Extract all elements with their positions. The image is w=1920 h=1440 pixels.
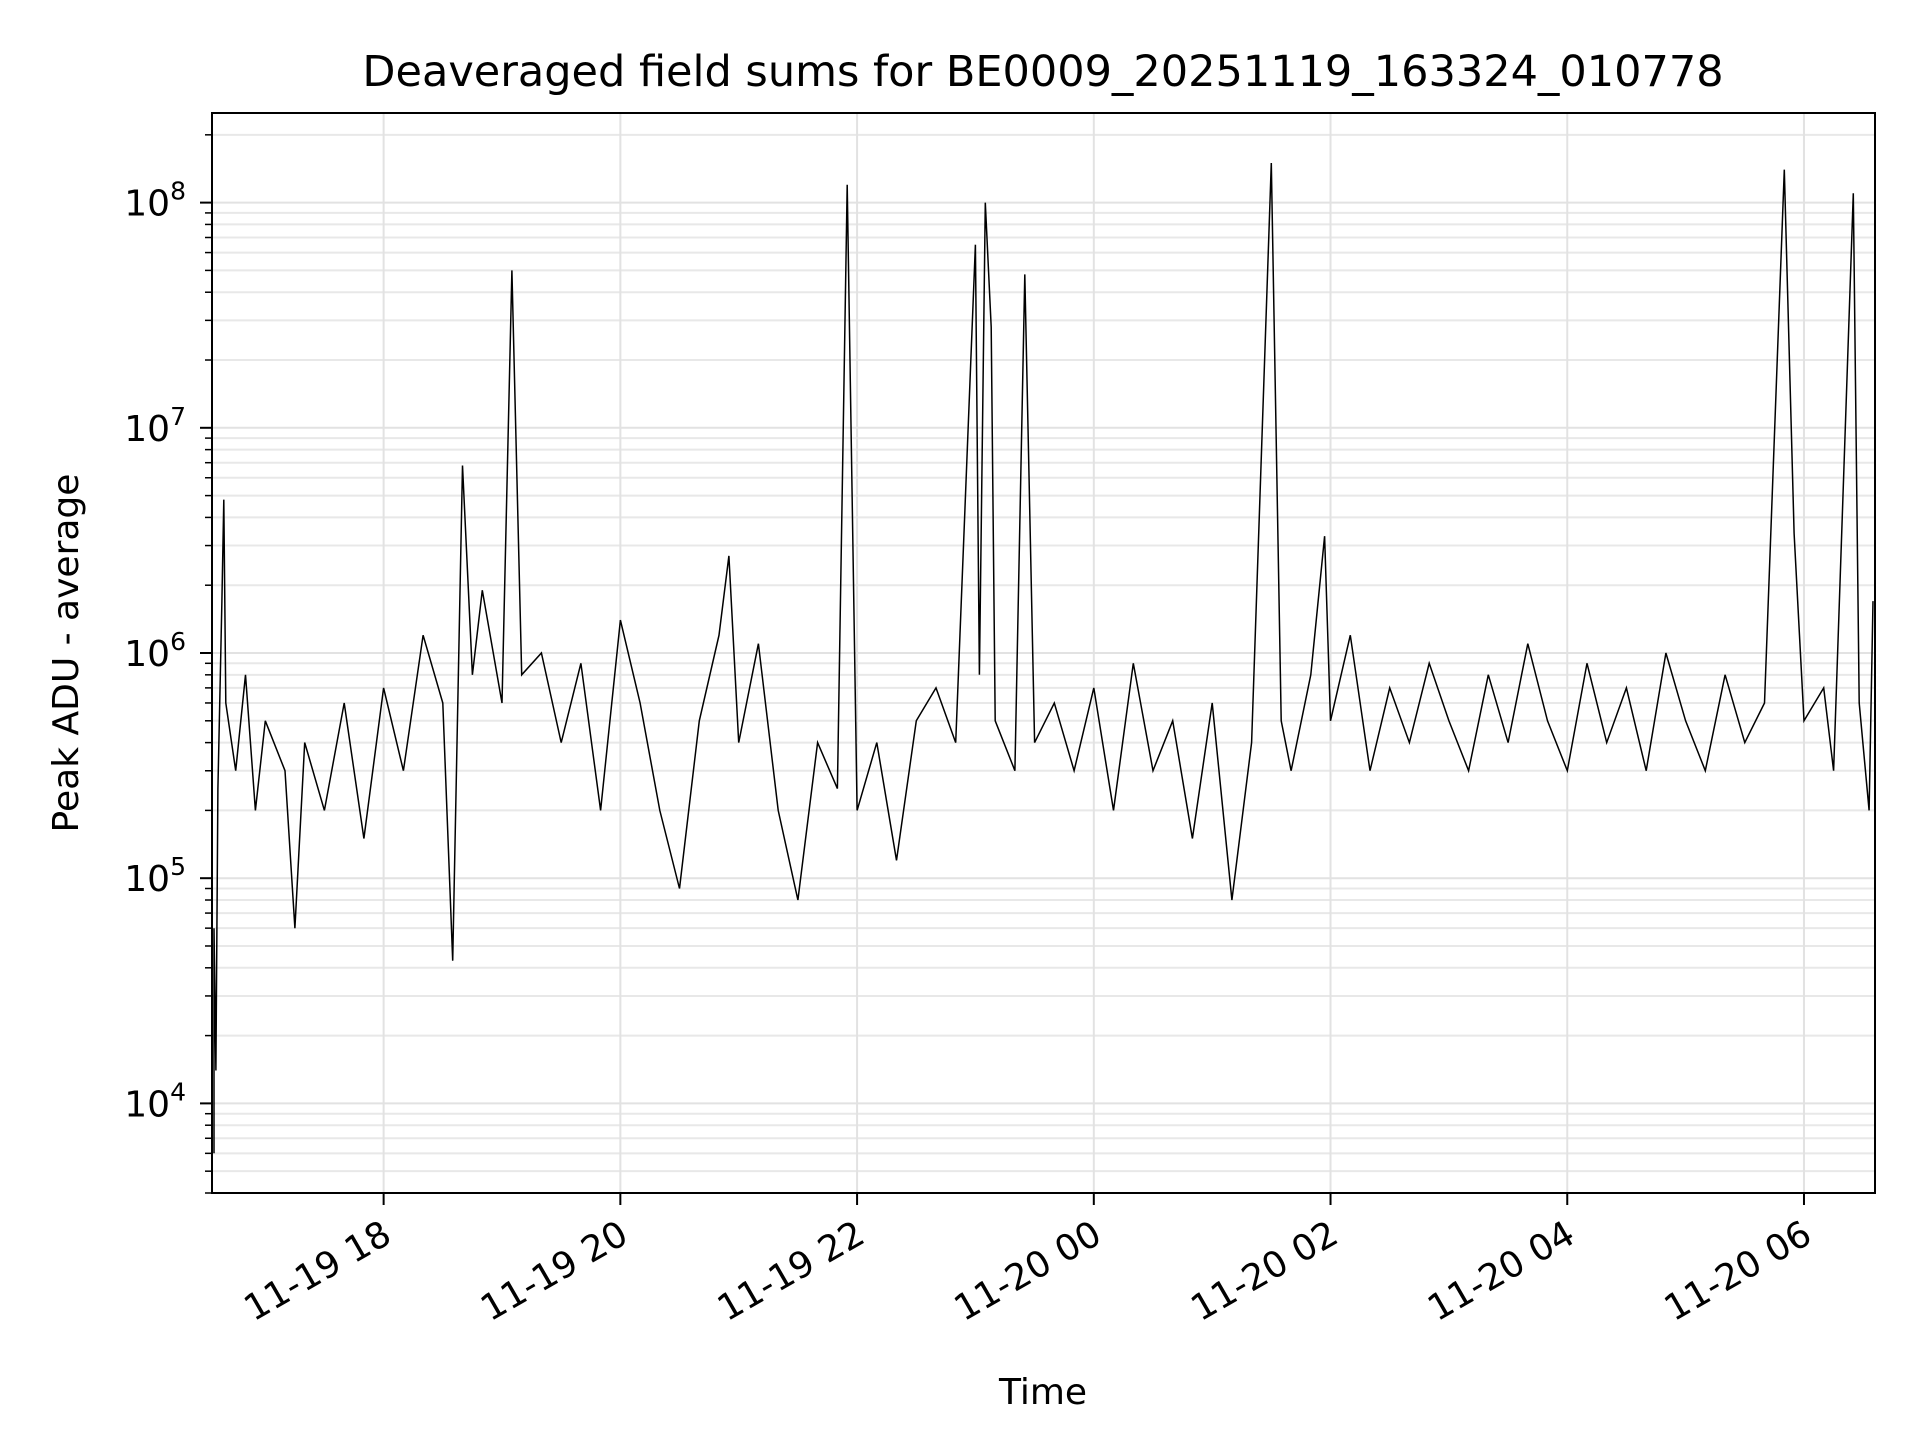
y-tick-exponent: 5 [170, 852, 186, 881]
y-tick-exponent: 6 [170, 627, 186, 656]
y-tick-base: 10 [124, 409, 170, 450]
chart-title: Deaveraged field sums for BE0009_2025111… [362, 47, 1723, 97]
x-axis-label: Time [998, 1372, 1087, 1413]
y-tick-base: 10 [124, 634, 170, 675]
y-tick-base: 10 [124, 184, 170, 225]
y-tick-exponent: 7 [170, 402, 186, 431]
y-tick-base: 10 [124, 859, 170, 900]
y-tick-base: 10 [124, 1084, 170, 1125]
y-tick-exponent: 4 [170, 1077, 186, 1106]
y-tick-exponent: 8 [170, 177, 186, 206]
y-axis-label: Peak ADU - average [46, 474, 87, 833]
